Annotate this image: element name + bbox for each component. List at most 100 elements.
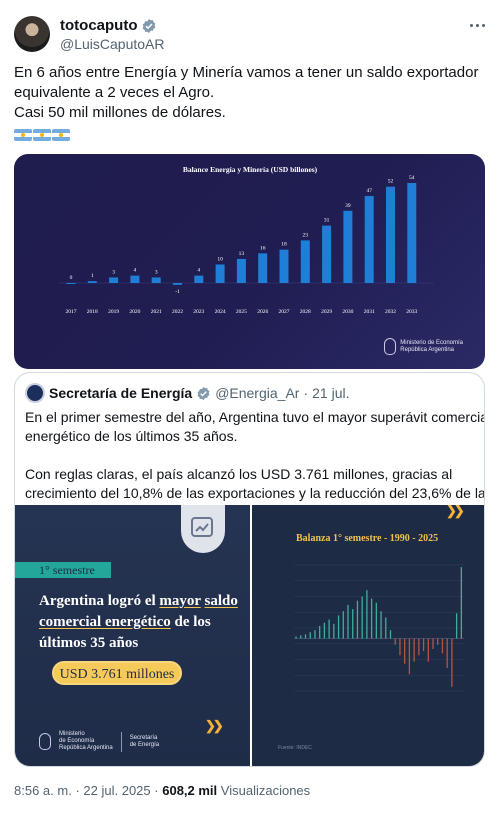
- quoted-author-handle[interactable]: @Energia_Ar: [215, 385, 300, 401]
- balance-bar: [460, 567, 462, 639]
- x-tick-label: 2026: [257, 309, 268, 315]
- author-handle[interactable]: @LuisCaputoAR: [60, 36, 165, 52]
- chart-bar: [300, 240, 310, 283]
- chart-bar: [215, 264, 225, 283]
- x-tick-label: 2021: [151, 309, 162, 315]
- bar-value-label: 31: [324, 218, 330, 224]
- tweet-time[interactable]: 8:56 a. m.: [14, 783, 72, 798]
- image-headline: Argentina logró el mayor saldo comercial…: [39, 591, 239, 654]
- bar-value-label: 18: [281, 242, 287, 248]
- chart-trend-icon: [181, 505, 225, 553]
- balance-bar: [366, 590, 368, 639]
- x-tick-label: 2030: [342, 309, 353, 315]
- bar-value-label: 47: [366, 188, 372, 194]
- tweet-footer: 8:56 a. m. · 22 jul. 2025 · 608,2 mil Vi…: [14, 783, 310, 798]
- balance-bar: [399, 638, 401, 656]
- balance-bar: [446, 638, 448, 668]
- balance-bar: [385, 617, 387, 639]
- balance-bar: [427, 638, 429, 662]
- balance-bar: [437, 638, 439, 645]
- tweet-line: Casi 50 mil millones de dólares.: [14, 104, 226, 121]
- quoted-tweet-text: En el primer semestre del año, Argentina…: [25, 408, 485, 503]
- author-display-name[interactable]: totocaputo: [60, 17, 138, 34]
- bar-value-label: 4: [134, 268, 137, 274]
- balance-bar: [300, 635, 302, 639]
- balance-bar: [389, 630, 392, 639]
- bar-value-label: 23: [303, 232, 309, 238]
- balance-bar: [347, 604, 349, 639]
- headline-part: de los últimos 35 años: [39, 614, 211, 651]
- x-tick-label: 2025: [236, 309, 247, 315]
- balance-bar: [370, 598, 373, 639]
- chart-bar: [343, 210, 353, 283]
- balance-bar: [418, 638, 420, 656]
- logo-line: República Argentina: [59, 745, 113, 751]
- logo-line: de Energía: [129, 741, 160, 748]
- x-tick-label: 2028: [300, 309, 311, 315]
- balance-bar: [432, 638, 434, 649]
- bar-value-label: 54: [409, 175, 415, 181]
- bar-value-label: 39: [345, 203, 351, 209]
- logo-line: Ministerio de Economía: [400, 339, 463, 346]
- chart-bar: [151, 277, 161, 283]
- quoted-line: Con reglas claras, el país alcanzó los U…: [25, 466, 453, 482]
- quoted-tweet-media: 1° semestre Argentina logró el mayor sal…: [15, 505, 484, 766]
- author-name-row: totocaputo: [60, 17, 157, 34]
- image-logos: Ministerio de Economía República Argenti…: [39, 731, 159, 752]
- quoted-line: En el primer semestre del año, Argentina…: [25, 409, 485, 425]
- bar-value-label: 10: [217, 256, 223, 262]
- tweet-line: En 6 años entre Energía y Minería vamos …: [14, 64, 479, 81]
- ministerio-economia-logo: Ministerio de Economía República Argenti…: [384, 338, 463, 355]
- chart-bar: [194, 275, 204, 283]
- tweet-date[interactable]: 22 jul. 2025: [83, 783, 151, 798]
- bar-value-label: 52: [388, 179, 394, 185]
- chart-bar: [407, 183, 417, 283]
- x-tick-label: 2018: [87, 309, 98, 315]
- bar-value-label: -1: [175, 289, 180, 295]
- quoted-image-headline[interactable]: 1° semestre Argentina logró el mayor sal…: [15, 505, 250, 766]
- bar-value-label: 3: [112, 269, 115, 275]
- logo-line: Secretaría: [129, 734, 158, 741]
- chart-bar: [236, 258, 246, 283]
- chevrons-icon: ❯❯: [205, 718, 224, 733]
- headline-highlight: saldo comercial energético: [39, 593, 238, 630]
- chart-bar: [66, 283, 76, 284]
- coat-of-arms-icon: [384, 338, 397, 355]
- quoted-tweet-header: Secretaría de Energía @Energia_Ar · 21 j…: [25, 383, 349, 403]
- headline-highlight: mayor: [159, 593, 201, 609]
- bar-value-label: 3: [155, 269, 158, 275]
- views-count: 608,2 mil: [162, 783, 218, 798]
- x-tick-label: 2031: [364, 309, 375, 315]
- chart-bar: [386, 186, 395, 283]
- tweet-media-chart[interactable]: Balance Energía y Minería (USD billones)…: [14, 154, 485, 369]
- x-tick-label: 2022: [172, 309, 183, 315]
- balance-bar: [342, 611, 344, 639]
- quoted-author-name[interactable]: Secretaría de Energía: [49, 385, 193, 401]
- chart-title: Balance Energía y Minería (USD billones): [183, 165, 318, 174]
- balance-bar: [361, 596, 363, 639]
- bar-value-label: 0: [70, 275, 73, 281]
- amount-pill: USD 3.761 millones: [52, 661, 182, 685]
- balance-bar: [352, 609, 354, 639]
- verified-badge-icon: [197, 386, 210, 400]
- author-avatar[interactable]: [14, 16, 50, 52]
- views-label: Visualizaciones: [220, 783, 311, 798]
- quoted-author-avatar[interactable]: [25, 383, 45, 403]
- chart-bar: [364, 195, 374, 283]
- quoted-image-chart[interactable]: ❯❯ Balanza 1° semestre - 1990 - 2025 Fue…: [252, 505, 484, 766]
- x-tick-label: 2033: [406, 309, 417, 315]
- chart-source: Fuente: INDEC: [278, 745, 312, 751]
- balance-bar: [328, 619, 330, 639]
- chart-bar: [87, 281, 97, 283]
- quoted-tweet[interactable]: Secretaría de Energía @Energia_Ar · 21 j…: [14, 372, 485, 767]
- right-chart-title: Balanza 1° semestre - 1990 - 2025: [296, 533, 439, 544]
- balance-bar: [455, 613, 458, 639]
- quoted-tweet-date[interactable]: 21 jul.: [312, 385, 350, 401]
- balance-bar: [356, 600, 359, 639]
- balance-bar: [333, 623, 335, 639]
- argentina-flag-icon: [52, 129, 70, 141]
- more-options-icon[interactable]: [466, 16, 488, 34]
- balance-bar: [323, 622, 326, 639]
- tweet-line: equivalente a 2 veces el Agro.: [14, 84, 215, 101]
- x-tick-label: 2019: [108, 309, 119, 315]
